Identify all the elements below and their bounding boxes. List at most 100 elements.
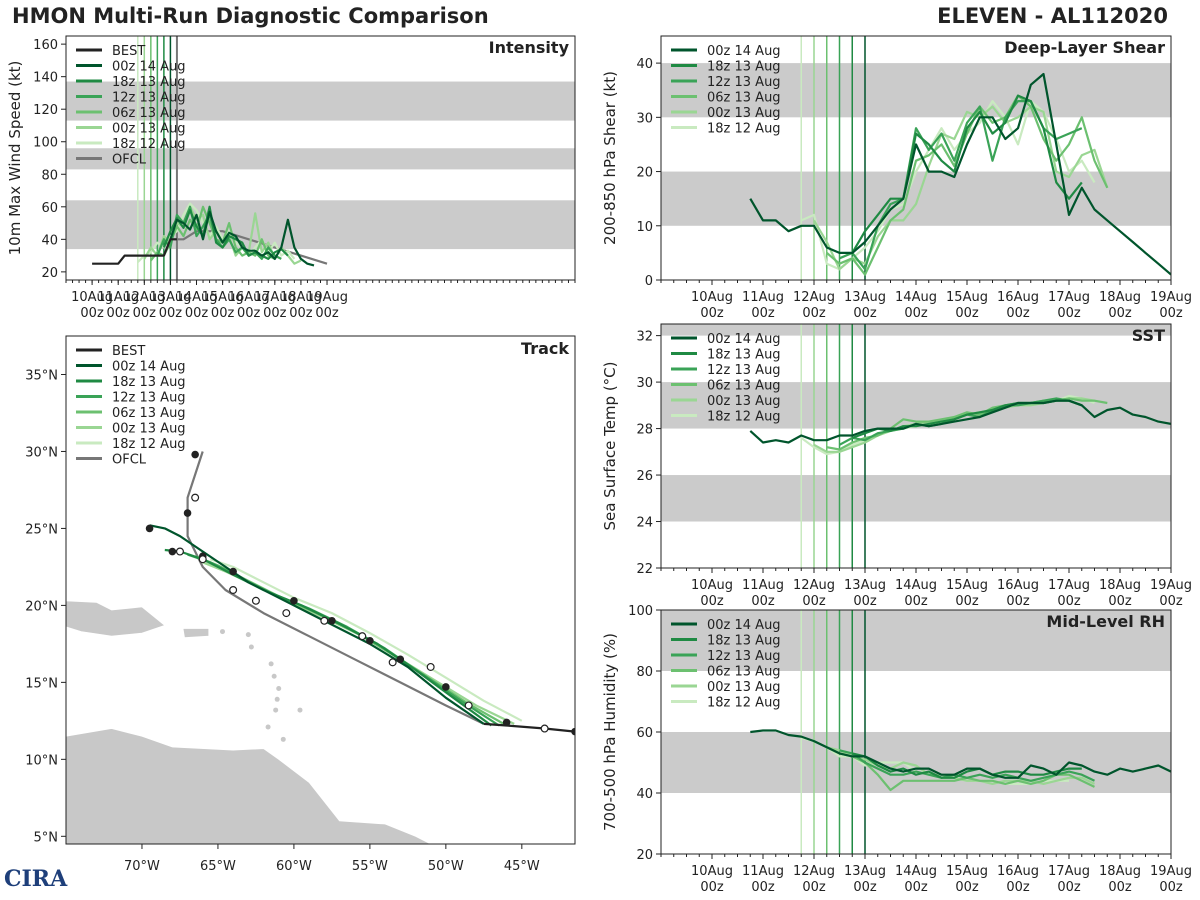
intensity-legend-label: 06z 13 Aug: [112, 106, 186, 121]
track-series-line: [483, 722, 575, 733]
island: [273, 707, 279, 713]
shear-band: [661, 171, 1171, 226]
rh-y-tick-label: 20: [636, 848, 653, 863]
intensity-x-tick-label: 18Aug: [280, 290, 322, 305]
rh-legend-label: 00z 14 Aug: [707, 618, 781, 633]
intensity-x-tick-label: 14Aug: [176, 290, 218, 305]
track-point-open: [282, 609, 291, 618]
island: [265, 724, 271, 730]
intensity-x-tick-label: 11Aug: [97, 290, 139, 305]
sst-x-tick-label: 16Aug: [997, 578, 1039, 593]
shear-series-line: [826, 94, 1109, 276]
sst-x-tick-label: 13Aug: [844, 578, 886, 593]
intensity-x-tick-label: 17Aug: [254, 290, 296, 305]
intensity-x-tick-label: 00z: [133, 306, 157, 321]
shear-x-tick-label: 00z: [700, 306, 724, 321]
intensity-series-line: [156, 205, 282, 260]
intensity-series-line: [170, 230, 328, 265]
rh-x-tick-label: 16Aug: [997, 864, 1039, 879]
track-point-open: [229, 585, 238, 594]
shear-x-tick-label: 00z: [955, 306, 979, 321]
track-point-open: [540, 724, 549, 733]
land-mass: [182, 628, 210, 639]
intensity-y-tick-label: 140: [33, 71, 58, 86]
rh-series-line: [839, 749, 1095, 782]
rh-y-tick-label: 60: [636, 726, 653, 741]
rh-y-tick-label: 40: [636, 787, 653, 802]
shear-legend-label: 18z 13 Aug: [707, 60, 781, 75]
sst-x-tick-label: 00z: [1006, 594, 1030, 609]
track-point-filled: [183, 509, 192, 517]
intensity-band: [66, 148, 575, 170]
rh-y-tick-label: 100: [628, 604, 653, 619]
intensity-plot-area: [66, 36, 575, 280]
rh-x-tick-label: 13Aug: [844, 864, 886, 879]
intensity-y-tick-label: 20: [41, 266, 58, 281]
island: [271, 673, 277, 679]
shear-series-line: [749, 72, 1171, 276]
island: [245, 632, 251, 638]
track-legend-label: 18z 12 Aug: [112, 437, 186, 452]
shear-series-line: [813, 105, 1109, 271]
track-point-open: [426, 662, 435, 671]
rh-legend-label: 18z 13 Aug: [707, 634, 781, 649]
track-series-line: [164, 548, 493, 727]
shear-x-tick-label: 10Aug: [691, 290, 733, 305]
shear-y-label: 200-850 hPa Shear (kt): [601, 71, 619, 245]
track-x-tick-label: 45°W: [504, 859, 540, 874]
shear-title: Deep-Layer Shear: [1004, 38, 1165, 57]
shear-x-tick-label: 00z: [1057, 306, 1081, 321]
shear-x-tick-label: 00z: [904, 306, 928, 321]
track-x-tick-label: 55°W: [352, 859, 388, 874]
shear-panel: [656, 35, 1172, 285]
shear-x-tick-label: 00z: [853, 306, 877, 321]
track-point-open: [388, 658, 397, 667]
sst-y-tick-label: 30: [636, 376, 653, 391]
track-point-filled: [502, 718, 511, 727]
land-mass: [66, 728, 431, 844]
shear-series-line: [851, 94, 1083, 254]
sst-legend-label: 18z 12 Aug: [707, 410, 781, 425]
sst-x-tick-label: 00z: [904, 594, 928, 609]
intensity-legend-label: 18z 12 Aug: [112, 137, 186, 152]
island: [297, 707, 303, 713]
track-x-tick-label: 65°W: [200, 859, 236, 874]
storm-title: ELEVEN - AL112020: [937, 4, 1168, 28]
track-y-tick-label: 35°N: [25, 368, 58, 383]
sst-x-tick-label: 00z: [1057, 594, 1081, 609]
track-point-filled: [442, 683, 450, 691]
shear-y-tick-label: 10: [636, 220, 653, 235]
shear-plot-area: [661, 36, 1171, 280]
sst-legend-label: 06z 13 Aug: [707, 379, 781, 394]
shear-legend-label: 00z 13 Aug: [707, 106, 781, 121]
rh-x-tick-label: 00z: [1057, 880, 1081, 895]
intensity-panel: [61, 35, 576, 285]
rh-band: [661, 610, 1171, 671]
sst-y-tick-label: 32: [636, 330, 653, 345]
rh-series-line: [826, 746, 1095, 792]
rh-x-tick-label: 00z: [700, 880, 724, 895]
rh-x-tick-label: 14Aug: [895, 864, 937, 879]
sst-x-tick-label: 00z: [1159, 594, 1183, 609]
shear-y-tick-label: 20: [636, 166, 653, 181]
sst-x-tick-label: 12Aug: [793, 578, 835, 593]
track-point-open: [175, 547, 184, 556]
track-frame: [65, 335, 576, 845]
track-point-filled: [328, 616, 336, 625]
rh-x-tick-label: 11Aug: [742, 864, 784, 879]
shear-x-tick-label: 17Aug: [1048, 290, 1090, 305]
track-y-tick-label: 30°N: [25, 445, 58, 460]
intensity-legend-label: 18z 13 Aug: [112, 75, 186, 90]
track-series-line: [187, 553, 500, 727]
intensity-x-tick-label: 00z: [211, 306, 235, 321]
sst-band: [661, 475, 1171, 522]
intensity-x-tick-label: 00z: [237, 306, 261, 321]
rh-x-tick-label: 18Aug: [1099, 864, 1141, 879]
sst-plot-area: [661, 324, 1171, 568]
rh-x-tick-label: 00z: [751, 880, 775, 895]
track-plot-area: [66, 450, 575, 844]
intensity-x-tick-label: 00z: [263, 306, 287, 321]
track-y-tick-label: 25°N: [25, 522, 58, 537]
track-legend-label: 06z 13 Aug: [112, 406, 186, 421]
sst-x-tick-label: 00z: [700, 594, 724, 609]
